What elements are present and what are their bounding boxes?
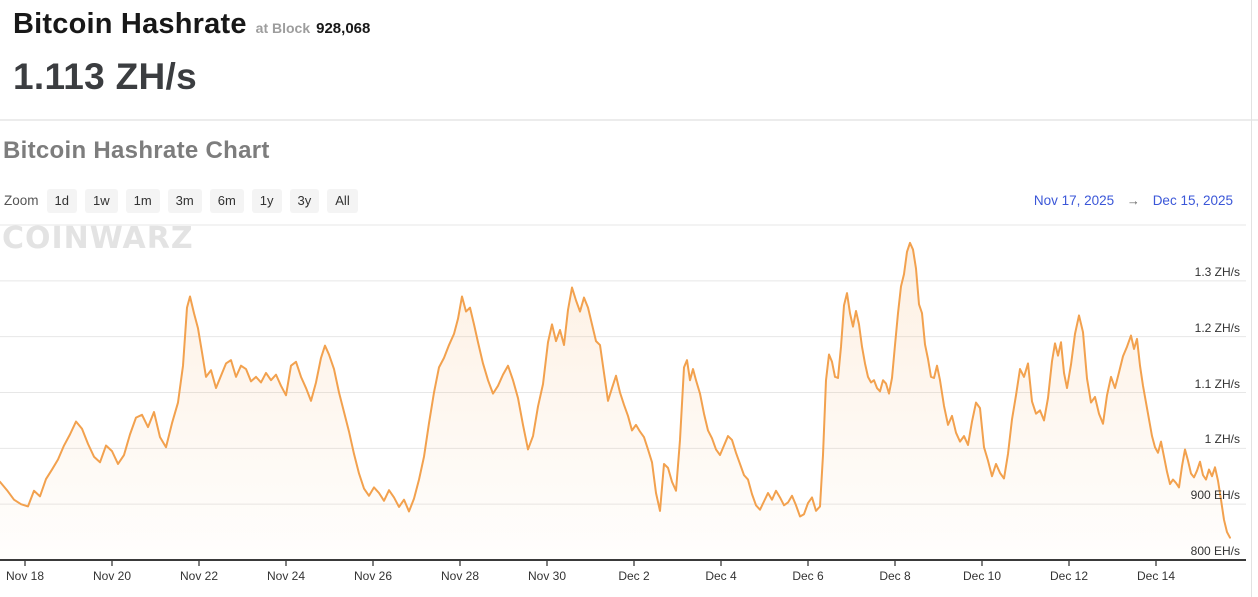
hashrate-line [0,241,1231,539]
hashrate-chart-plot[interactable] [0,212,1258,574]
zoom-button-1d[interactable]: 1d [46,188,77,213]
y-axis-label: 1.2 ZH/s [1194,320,1240,335]
x-axis-label: Nov 30 [527,569,567,583]
hashrate-area [0,242,1230,560]
zoom-button-3y[interactable]: 3y [289,188,320,213]
zoom-button-6m[interactable]: 6m [209,188,244,213]
x-axis-label: Nov 22 [179,569,219,583]
x-axis-label: Nov 18 [5,569,45,583]
x-axis-label: Nov 20 [92,569,132,583]
y-axis-label: 1.3 ZH/s [1194,264,1240,279]
current-hashrate-value: 1.113 ZH/s [13,56,198,97]
coinwarz-watermark-logo: COINWARZ [2,221,194,256]
y-axis-label: 800 EH/s [1190,544,1240,558]
date-range-start[interactable]: Nov 17, 2025 [1033,193,1115,208]
y-axis-label: 900 EH/s [1190,488,1240,503]
x-axis-label: Dec 10 [962,569,1002,583]
y-axis-label: 1 ZH/s [1204,432,1240,447]
zoom-button-all[interactable]: All [327,188,358,213]
zoom-button-1y[interactable]: 1y [251,188,282,213]
header-separator [0,119,1258,121]
x-axis-label: Dec 4 [705,569,737,583]
x-axis-label: Nov 28 [440,569,480,583]
zoom-label: Zoom [4,193,39,208]
date-range-end[interactable]: Dec 15, 2025 [1152,193,1233,208]
zoom-button-1m[interactable]: 1m [125,188,160,213]
page-header: Bitcoin Hashrate at Block 928,068 1.113 … [13,8,370,98]
date-range-arrow-icon: → [1126,193,1140,208]
zoom-button-1w[interactable]: 1w [84,188,118,213]
x-axis-label: Dec 14 [1136,569,1176,583]
y-axis-label: 1.1 ZH/s [1194,376,1240,391]
page-title: Bitcoin Hashrate [13,8,247,40]
block-number: 928,068 [316,20,371,37]
x-axis-label: Dec 12 [1049,569,1089,583]
zoom-button-3m[interactable]: 3m [167,188,202,213]
date-range: Nov 17, 2025 → Dec 15, 2025 [1034,193,1233,208]
page-right-border [1251,0,1252,597]
zoom-controls: Zoom 1d 1w 1m 3m 6m 1y 3y All [4,188,358,213]
x-axis-label: Dec 6 [792,569,824,583]
x-axis-label: Dec 2 [618,569,650,583]
x-axis-label: Nov 26 [353,569,393,583]
x-axis-label: Nov 24 [266,569,306,583]
chart-section-title: Bitcoin Hashrate Chart [3,137,270,164]
title-row: Bitcoin Hashrate at Block 928,068 [13,8,370,41]
block-label: at Block [255,20,311,36]
hashrate-chart: COINWARZ 1.3 ZH/s 1.2 ZH/s 1.1 ZH/s 1 ZH/s 9… [0,212,1258,597]
x-axis-label: Dec 8 [879,569,911,583]
